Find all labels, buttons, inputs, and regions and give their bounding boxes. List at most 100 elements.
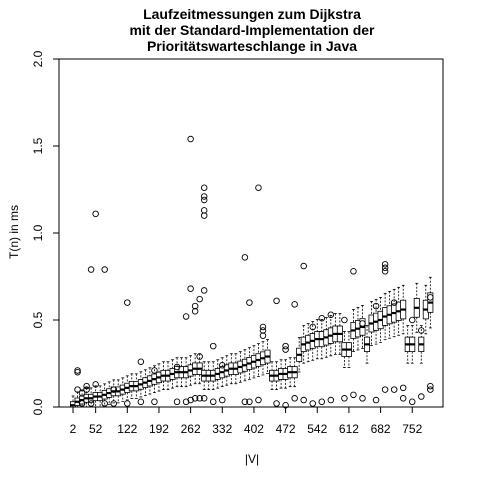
y-tick-label: 2.0 — [31, 50, 45, 67]
box — [291, 357, 298, 388]
box — [155, 363, 162, 392]
outlier-point — [350, 391, 357, 399]
outlier-point — [372, 396, 380, 404]
outlier-point — [200, 196, 208, 204]
outlier-point — [273, 400, 280, 407]
outlier-point — [101, 266, 108, 273]
box — [296, 337, 303, 373]
outlier-point — [300, 262, 307, 270]
box — [359, 305, 366, 349]
outlier-point — [182, 313, 190, 320]
x-tick-label: 542 — [307, 422, 327, 436]
y-tick-label: 0.0 — [31, 398, 45, 415]
outlier-point — [187, 135, 194, 143]
y-tick-label: 1.5 — [31, 137, 45, 154]
outlier-point — [341, 395, 348, 402]
outlier-point — [327, 311, 335, 319]
outlier-point — [341, 316, 348, 324]
outlier-point — [200, 184, 208, 192]
outlier-point — [110, 386, 117, 393]
outlier-point — [418, 327, 425, 334]
outlier-point — [327, 396, 335, 404]
outlier-point — [318, 315, 326, 322]
y-tick-label: 0.5 — [31, 311, 45, 328]
outlier-point — [173, 398, 181, 406]
outlier-point — [291, 301, 298, 308]
x-tick-label: 2 — [70, 422, 77, 436]
outlier-point — [427, 386, 434, 393]
outlier-point — [219, 396, 226, 404]
box — [413, 282, 420, 333]
outlier-point — [209, 398, 217, 406]
outlier-point — [372, 302, 380, 310]
outlier-point — [200, 193, 208, 200]
outlier-point — [427, 382, 434, 390]
y-axis: 0.0 0.5 1.0 1.5 2.0 — [31, 50, 59, 415]
outlier-point — [359, 395, 366, 402]
outlier-point — [191, 302, 199, 310]
outlier-point — [282, 342, 289, 350]
outlier-point — [246, 299, 253, 306]
outlier-point — [151, 367, 158, 374]
outlier-point — [390, 386, 398, 393]
box — [345, 331, 352, 368]
outlier-point — [173, 363, 181, 371]
y-tick-label: 1.0 — [31, 224, 45, 241]
outlier-point — [381, 386, 389, 393]
outlier-point — [196, 295, 203, 303]
x-tick-label: 192 — [149, 422, 169, 436]
outlier-point — [241, 254, 249, 261]
outlier-point — [246, 398, 253, 406]
outlier-point — [74, 386, 81, 393]
outliers — [74, 135, 434, 409]
outlier-point — [241, 398, 249, 406]
box — [427, 276, 434, 329]
plot-border — [58, 58, 444, 408]
outlier-point — [92, 381, 99, 388]
outlier-point — [196, 395, 203, 402]
outlier-point — [359, 320, 366, 327]
x-axis: 2 52 122 192 262 332 402 472 542 612 682 752 — [70, 407, 423, 436]
outlier-point — [273, 297, 280, 305]
outlier-point — [78, 400, 86, 407]
x-tick-label: 752 — [402, 422, 422, 436]
x-tick-label: 52 — [89, 422, 103, 436]
title-line: Laufzeitmessungen zum Dijkstra — [143, 6, 361, 22]
box — [409, 325, 416, 364]
outlier-point — [291, 395, 298, 402]
outlier-point — [83, 382, 90, 390]
outlier-point — [92, 210, 99, 218]
outlier-point — [219, 361, 226, 369]
outlier-point — [101, 400, 108, 407]
x-tick-label: 122 — [117, 422, 137, 436]
outlier-point — [124, 299, 131, 306]
outlier-point — [87, 266, 95, 273]
outlier-point — [350, 268, 357, 275]
box — [400, 284, 407, 335]
outlier-point — [259, 323, 267, 331]
outlier-point — [408, 398, 416, 406]
outlier-point — [137, 358, 145, 366]
y-axis-label: T(n) in ms — [7, 205, 21, 259]
outlier-point — [87, 400, 95, 407]
title-line: Prioritätswarteschlange in Java — [147, 38, 357, 54]
box — [264, 339, 271, 374]
outlier-point — [282, 402, 289, 409]
outlier-point — [399, 395, 407, 402]
outlier-point — [399, 384, 407, 392]
outlier-point — [191, 308, 199, 315]
outlier-point — [74, 367, 81, 374]
outlier-point — [151, 398, 158, 406]
outlier-point — [418, 393, 425, 400]
outlier-point — [200, 207, 208, 214]
outlier-point — [187, 285, 194, 292]
outlier-point — [137, 398, 145, 406]
outlier-point — [282, 346, 289, 353]
outlier-point — [255, 396, 262, 404]
outlier-point — [318, 398, 326, 406]
x-tick-label: 472 — [276, 422, 296, 436]
x-tick-label: 332 — [212, 422, 232, 436]
outlier-point — [309, 400, 316, 407]
outlier-point — [110, 400, 117, 407]
